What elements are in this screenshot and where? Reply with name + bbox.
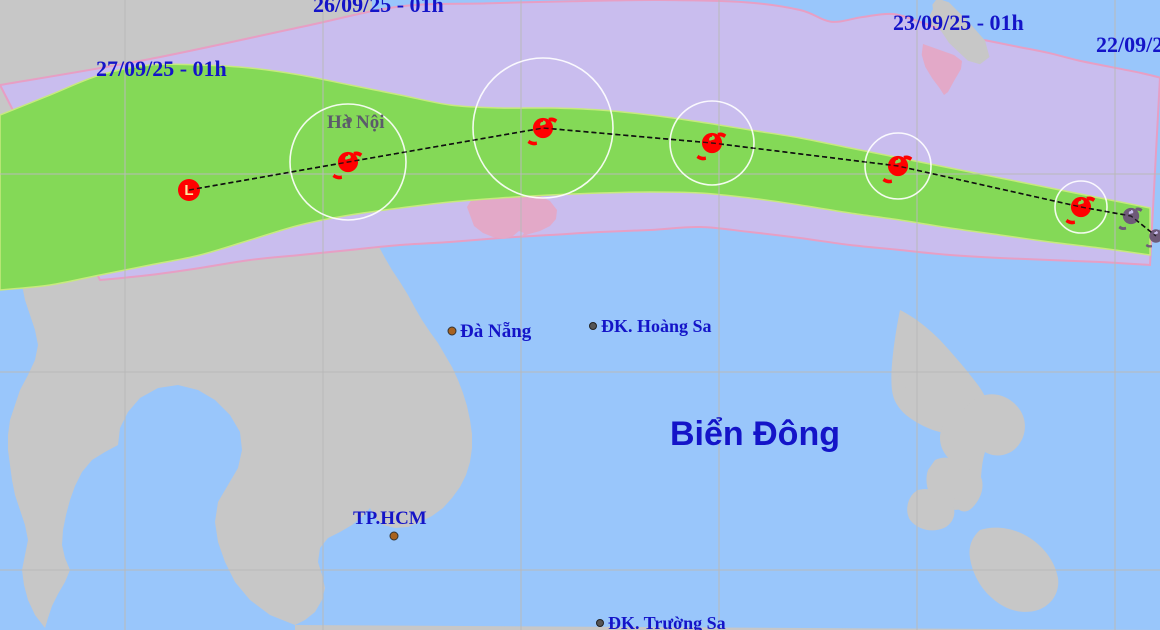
svg-text:23/09/25 - 01h: 23/09/25 - 01h	[893, 10, 1024, 35]
svg-text:22/09/2: 22/09/2	[1096, 32, 1160, 57]
svg-text:27/09/25 - 01h: 27/09/25 - 01h	[96, 56, 227, 81]
svg-text:26/09/25 - 01h: 26/09/25 - 01h	[313, 0, 444, 17]
svg-text:TP.HCM: TP.HCM	[353, 508, 427, 529]
svg-text:Biển Đông: Biển Đông	[670, 415, 840, 453]
svg-text:ĐK. Hoàng Sa: ĐK. Hoàng Sa	[601, 316, 712, 336]
svg-text:Hà Nội: Hà Nội	[327, 112, 385, 133]
svg-text:Đà Nẵng: Đà Nẵng	[460, 321, 532, 342]
svg-text:L: L	[184, 182, 193, 199]
svg-text:ĐK. Trường Sa: ĐK. Trường Sa	[608, 613, 726, 630]
